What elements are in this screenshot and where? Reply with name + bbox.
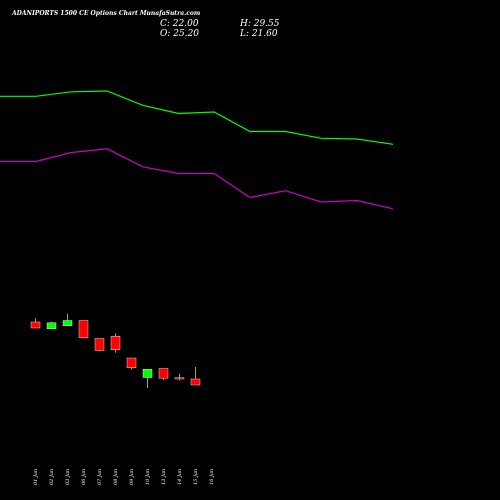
x-tick-label: 07 Jan [97,469,103,485]
x-tick-label: 16 Jan [209,469,215,485]
x-tick-label: 02 Jan [49,469,55,485]
candle-8 [142,369,153,388]
candle-body [46,322,57,329]
x-tick-label: 03 Jan [65,469,71,485]
x-tick-label: 13 Jan [161,469,167,485]
x-tick-label: 06 Jan [81,469,87,485]
x-tick-label: 08 Jan [113,469,119,485]
candle-body [78,320,89,338]
candle-body [190,378,201,386]
indicator-line-1 [0,90,394,145]
x-tick-label: 09 Jan [129,469,135,485]
candle-2 [46,322,57,329]
indicator-line-2 [0,148,394,210]
x-tick-label: 10 Jan [145,469,151,485]
x-tick-label: 14 Jan [177,469,183,485]
candle-10 [174,373,185,381]
close-value: C: 22.00 [160,19,199,29]
candle-3 [62,313,73,326]
candle-body [126,357,137,368]
candle-body [142,369,153,378]
candle-body [30,321,41,329]
candle-6 [110,333,121,353]
candle-9 [158,368,169,380]
candle-4 [78,320,89,338]
candle-body [94,338,105,351]
candle-body [110,336,121,350]
candlesticks [30,313,201,388]
candle-body [158,368,169,379]
high-value: H: 29.55 [239,19,280,29]
x-axis-labels: 01 Jan 02 Jan 03 Jan 06 Jan 07 Jan 08 Jan 09 J… [33,469,215,485]
candle-7 [126,357,137,370]
open-value: O: 25.20 [160,29,199,39]
low-value: L: 21.60 [239,29,278,39]
candle-body [62,320,73,326]
candle-5 [94,338,105,352]
chart-title: ADANIPORTS 1500 CE Options Chart MunafaS… [11,10,200,17]
candle-1 [30,318,41,329]
candle-body [174,377,185,380]
candle-11 [190,367,201,386]
indicator-lines [0,90,394,210]
x-tick-label: 01 Jan [33,469,39,485]
x-tick-label: 15 Jan [193,469,199,485]
